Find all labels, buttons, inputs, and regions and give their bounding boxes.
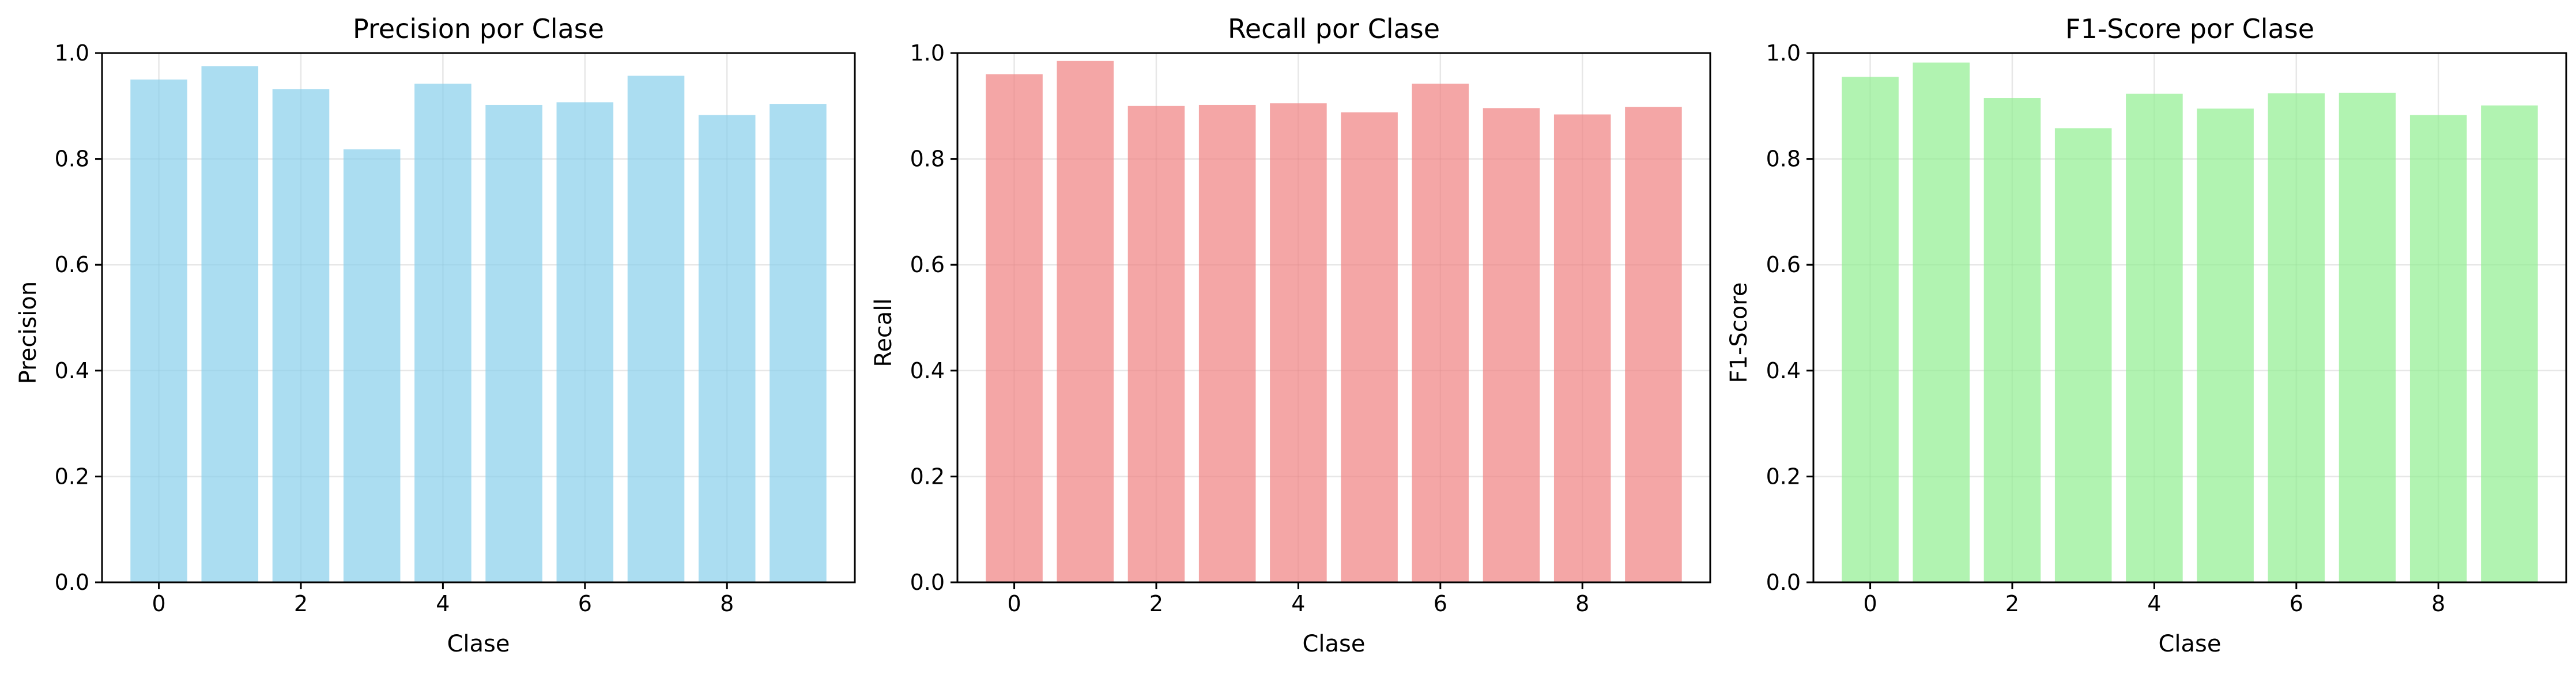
bar-class-0	[986, 74, 1043, 583]
bar-class-1	[201, 66, 259, 582]
chart-title: Precision por Clase	[353, 13, 604, 44]
axis-ticks: 0 2 4 6 8 0.0 0.2 0.4 0.6 0.8 1.0	[910, 40, 1590, 616]
x-tick-label: 4	[436, 591, 450, 616]
bar-class-0	[130, 79, 187, 582]
y-tick-label: 0.8	[910, 146, 945, 172]
x-axis-label: Clase	[2158, 631, 2221, 657]
bar-class-6	[556, 102, 614, 582]
chart-title: Recall por Clase	[1228, 13, 1440, 44]
bar-class-4	[1270, 103, 1327, 582]
x-tick-label: 2	[294, 591, 308, 616]
bar-class-2	[1983, 98, 2041, 582]
y-tick-label: 0.6	[55, 252, 89, 277]
bar-class-5	[2197, 108, 2254, 582]
bar-class-5	[485, 104, 542, 583]
y-tick-label: 0.6	[1766, 252, 1801, 277]
y-tick-label: 0.0	[55, 570, 89, 595]
bar-class-3	[343, 149, 401, 582]
axes-frame	[956, 52, 1711, 583]
y-tick-label: 1.0	[910, 40, 945, 66]
x-tick-label: 8	[720, 591, 734, 616]
x-tick-label: 6	[578, 591, 592, 616]
x-tick-label: 0	[1863, 591, 1877, 616]
axes-frame	[101, 52, 856, 583]
x-tick-label: 0	[152, 591, 165, 616]
x-tick-label: 2	[1149, 591, 1163, 616]
f1-score-chart: F1-Score por Clase Clase F1-Score 0 2 4 6 80…	[1726, 13, 2567, 657]
x-tick-label: 0	[1007, 591, 1021, 616]
bar-class-6	[1412, 84, 1469, 582]
y-tick-label: 0.6	[910, 252, 945, 277]
precision-chart: Precision por Clase Clase Precision 0 2 4 6…	[15, 13, 856, 657]
x-axis-label: Clase	[447, 631, 510, 657]
bar-class-7	[2339, 92, 2396, 583]
bar-class-9	[770, 104, 827, 583]
bar-class-1	[1057, 61, 1114, 582]
bar-class-3	[1198, 104, 1256, 583]
y-tick-label: 0.2	[1766, 464, 1801, 489]
y-tick-label: 0.2	[910, 464, 945, 489]
y-axis-label: Recall	[870, 298, 897, 367]
bar-class-4	[2126, 93, 2183, 582]
x-tick-label: 4	[2147, 591, 2161, 616]
x-tick-label: 6	[1434, 591, 1447, 616]
bar-class-2	[1127, 106, 1185, 583]
bar-class-2	[272, 89, 330, 582]
bar-class-9	[2481, 105, 2538, 582]
bar-class-6	[2268, 93, 2325, 582]
bar-class-7	[1483, 108, 1540, 583]
bar-class-4	[414, 84, 472, 582]
y-axis-label: F1-Score	[1726, 283, 1752, 383]
bar-class-5	[1341, 112, 1398, 583]
bars	[986, 61, 1682, 583]
y-tick-label: 0.0	[910, 570, 945, 595]
bar-class-0	[1842, 77, 1899, 582]
x-tick-label: 8	[1575, 591, 1589, 616]
axes-frame	[1812, 52, 2567, 583]
bar-class-9	[1625, 107, 1682, 583]
y-tick-label: 0.8	[55, 146, 89, 172]
bar-class-8	[2409, 115, 2467, 582]
x-tick-label: 2	[2005, 591, 2019, 616]
y-tick-label: 1.0	[1766, 40, 1801, 66]
bars	[130, 66, 827, 583]
y-tick-label: 0.4	[910, 358, 945, 383]
y-tick-label: 1.0	[55, 40, 89, 66]
y-axis-label: Precision	[15, 281, 42, 384]
y-tick-label: 0.2	[55, 464, 89, 489]
bar-class-1	[1913, 62, 1970, 583]
bar-class-7	[627, 76, 685, 582]
x-tick-label: 6	[2290, 591, 2303, 616]
bar-class-8	[698, 115, 756, 582]
chart-title: F1-Score por Clase	[2065, 13, 2314, 44]
y-tick-label: 0.4	[55, 358, 89, 383]
bar-class-3	[2054, 128, 2112, 582]
recall-chart: Recall por Clase Clase Recall 0 2 4 6 8 0.0 0.…	[870, 13, 1711, 657]
y-tick-label: 0.8	[1766, 146, 1801, 172]
bars	[1842, 62, 2538, 583]
axis-ticks: 0 2 4 6 8 0.0 0.2 0.4 0.6 0.8 1.0	[1766, 40, 2446, 616]
y-tick-label: 0.4	[1766, 358, 1801, 383]
y-tick-label: 0.0	[1766, 570, 1801, 595]
x-tick-label: 8	[2431, 591, 2445, 616]
x-tick-label: 4	[1291, 591, 1305, 616]
bar-class-8	[1553, 114, 1611, 582]
x-axis-label: Clase	[1302, 631, 1365, 657]
axis-ticks: 0 2 4 6 8 0.0 0.2 0.4 0.6 0.8 1.0	[55, 40, 734, 616]
